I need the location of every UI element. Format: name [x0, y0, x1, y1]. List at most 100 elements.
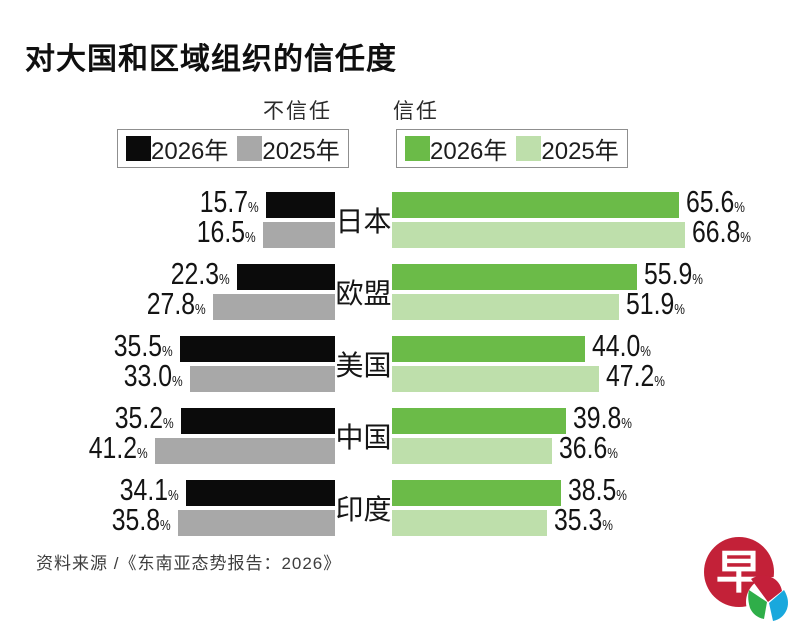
distrust-legend-box: 2026年 2025年: [117, 129, 349, 168]
left-barline: 27.8%: [0, 286, 335, 321]
legend-label-trust-2026: 2026年: [430, 138, 508, 165]
category-label: 印度: [335, 494, 392, 525]
distrust-2025-bar: [263, 222, 335, 248]
trust-2026-bar: [392, 408, 566, 434]
trust-legend-box: 2026年 2025年: [396, 129, 628, 168]
chart-row: 35.2% 41.2% 中国 39.8% 36.6%: [0, 400, 800, 465]
category-label: 美国: [335, 350, 392, 381]
distrust-bars: 15.7% 16.5%: [0, 184, 335, 249]
trust-2026-bar: [392, 480, 561, 506]
trust-2026-value: 65.6%: [686, 184, 745, 219]
distrust-2026-bar: [181, 408, 335, 434]
percent-sign: %: [602, 517, 613, 534]
distrust-2026-value: 15.7%: [200, 184, 259, 219]
percent-sign: %: [740, 229, 751, 246]
trust-2025-value: 51.9%: [626, 286, 685, 321]
distrust-2026-bar: [186, 480, 335, 506]
chart-row: 15.7% 16.5% 日本 65.6% 66.8%: [0, 184, 800, 249]
distrust-2025-value: 33.0%: [124, 358, 183, 393]
distrust-2025-value: 41.2%: [89, 430, 148, 465]
trust-2026-value: 38.5%: [568, 472, 627, 507]
trust-2025-bar: [392, 366, 599, 392]
distrust-2026-bar: [266, 192, 335, 218]
legend-swatch-trust-2026: [405, 136, 430, 161]
percent-sign: %: [137, 445, 148, 462]
trust-2025-bar: [392, 222, 685, 248]
trust-bars: 44.0% 47.2%: [392, 330, 800, 393]
distrust-2025-bar: [213, 294, 335, 320]
legend-label-distrust-2025: 2025年: [262, 138, 340, 165]
trust-2025-value: 66.8%: [692, 214, 751, 249]
distrust-bars: 22.3% 27.8%: [0, 256, 335, 321]
distrust-2026-value: 35.5%: [114, 328, 173, 363]
right-barline: 38.5%: [392, 472, 800, 507]
right-barline: 47.2%: [392, 358, 800, 393]
percent-sign: %: [248, 199, 259, 216]
percent-sign: %: [160, 517, 171, 534]
bar-chart: 15.7% 16.5% 日本 65.6% 66.8% 22.3% 27.8% 欧盟 55.9% 5…: [0, 184, 800, 537]
trust-2025-value: 35.3%: [554, 502, 613, 537]
distrust-2025-value: 27.8%: [147, 286, 206, 321]
legend-swatch-distrust-2026: [126, 136, 151, 161]
percent-sign: %: [607, 445, 618, 462]
percent-sign: %: [172, 373, 183, 390]
right-barline: 39.8%: [392, 402, 800, 434]
source-note: 资料来源 /《东南亚态势报告：2026》: [36, 554, 342, 573]
left-barline: 35.5%: [0, 328, 335, 363]
logo-petal-red-icon: [751, 575, 782, 602]
chart-row: 22.3% 27.8% 欧盟 55.9% 51.9%: [0, 256, 800, 321]
trust-group-label: 信任: [393, 100, 439, 123]
trust-2025-bar: [392, 438, 552, 464]
logo-petal-green-icon: [748, 590, 767, 619]
distrust-2025-bar: [190, 366, 335, 392]
legend-label-trust-2025: 2025年: [541, 138, 619, 165]
distrust-bars: 34.1% 35.8%: [0, 472, 335, 537]
percent-sign: %: [162, 343, 173, 360]
logo-petal-blue-icon: [769, 590, 788, 621]
chart-row: 35.5% 33.0% 美国 44.0% 47.2%: [0, 328, 800, 393]
left-barline: 35.8%: [0, 502, 335, 537]
category-label: 日本: [335, 206, 392, 237]
percent-sign: %: [168, 487, 179, 504]
trust-2025-bar: [392, 294, 619, 320]
percent-sign: %: [219, 271, 230, 288]
percent-sign: %: [692, 271, 703, 288]
left-barline: 15.7%: [0, 184, 335, 219]
trust-2025-value: 36.6%: [559, 430, 618, 465]
distrust-2026-value: 34.1%: [120, 472, 179, 507]
legend-label-distrust-2026: 2026年: [151, 138, 229, 165]
legend-swatch-trust-2025: [516, 136, 542, 161]
right-barline: 51.9%: [392, 286, 800, 321]
distrust-2025-bar: [155, 438, 335, 464]
trust-2026-bar: [392, 192, 679, 218]
chart-row: 34.1% 35.8% 印度 38.5% 35.3%: [0, 472, 800, 537]
percent-sign: %: [734, 199, 745, 216]
right-barline: 65.6%: [392, 184, 800, 219]
distrust-2026-value: 22.3%: [171, 256, 230, 291]
left-barline: 22.3%: [0, 256, 335, 291]
percent-sign: %: [674, 301, 685, 318]
right-barline: 44.0%: [392, 330, 800, 362]
percent-sign: %: [621, 415, 632, 432]
percent-sign: %: [654, 373, 665, 390]
trust-2026-bar: [392, 264, 637, 290]
trust-2026-bar: [392, 336, 585, 362]
legend-swatch-distrust-2025: [237, 136, 263, 161]
right-barline: 66.8%: [392, 214, 800, 249]
trust-bars: 65.6% 66.8%: [392, 184, 800, 249]
distrust-2026-bar: [237, 264, 335, 290]
left-barline: 41.2%: [0, 430, 335, 465]
distrust-2025-bar: [178, 510, 335, 536]
trust-bars: 55.9% 51.9%: [392, 256, 800, 321]
trust-2025-value: 47.2%: [606, 358, 665, 393]
percent-sign: %: [245, 229, 256, 246]
left-barline: 35.2%: [0, 400, 335, 435]
trust-2026-value: 55.9%: [644, 256, 703, 291]
distrust-bars: 35.2% 41.2%: [0, 400, 335, 465]
distrust-2025-value: 16.5%: [197, 214, 256, 249]
category-label: 欧盟: [335, 278, 392, 309]
distrust-2026-value: 35.2%: [115, 400, 174, 435]
right-barline: 55.9%: [392, 256, 800, 291]
distrust-2025-value: 35.8%: [112, 502, 171, 537]
chart-title: 对大国和区域组织的信任度: [25, 43, 397, 76]
